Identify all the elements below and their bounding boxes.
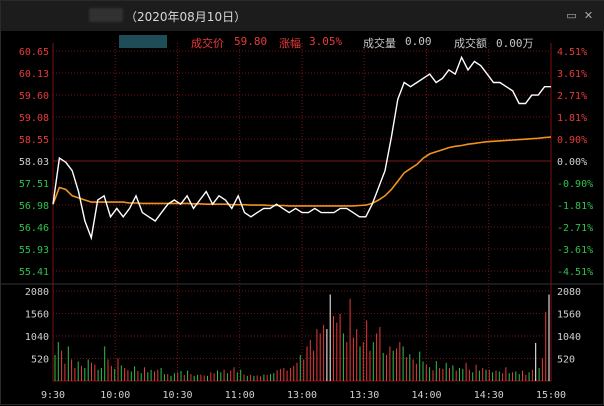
y-right-tick-label: 4.51% — [557, 47, 587, 58]
volume-right-tick-label: 520 — [557, 355, 575, 366]
y-left-tick-label: 60.13 — [19, 69, 49, 80]
y-right-tick-label: 0.90% — [557, 135, 587, 146]
y-right-tick-label: -4.51% — [557, 267, 593, 278]
x-tick-label: 15:00 — [536, 390, 566, 401]
y-left-tick-label: 58.03 — [19, 157, 49, 168]
y-left-tick-label: 55.93 — [19, 245, 49, 256]
y-right-tick-label: -0.90% — [557, 179, 593, 190]
y-left-tick-label: 57.51 — [19, 179, 49, 190]
volume-left-tick-label: 2080 — [25, 287, 49, 298]
y-left-tick-label: 56.46 — [19, 223, 49, 234]
x-tick-label: 11:00 — [225, 390, 255, 401]
x-tick-label: 10:00 — [100, 390, 130, 401]
title-stock-name-blurred — [89, 8, 123, 22]
price-label: 成交价 — [191, 37, 224, 50]
volume-left-tick-label: 1560 — [25, 310, 49, 321]
x-tick-label: 14:00 — [411, 390, 441, 401]
close-icon[interactable]: ✕ — [583, 9, 594, 22]
restore-icon[interactable]: ▭ — [566, 9, 577, 22]
x-tick-label: 13:30 — [349, 390, 379, 401]
x-tick-label: 13:00 — [287, 390, 317, 401]
y-left-tick-label: 58.55 — [19, 135, 49, 146]
amount-value: 0.00万 — [496, 37, 534, 50]
volume-left-tick-label: 1040 — [25, 332, 49, 343]
volume-value: 0.00 — [405, 35, 432, 48]
x-tick-label: 10:30 — [162, 390, 192, 401]
volume-label: 成交量 — [363, 37, 396, 50]
volume-right-tick-label: 1040 — [557, 332, 581, 343]
y-right-tick-label: -1.81% — [557, 201, 593, 212]
amount-label: 成交额 — [454, 37, 487, 50]
average-price-line — [52, 136, 552, 207]
y-left-tick-label: 55.41 — [19, 267, 49, 278]
y-right-tick-label: 0.00% — [557, 157, 587, 168]
price-value: 59.80 — [234, 35, 268, 48]
x-tick-label: 14:30 — [474, 390, 504, 401]
y-left-tick-label: 59.08 — [19, 113, 49, 124]
volume-left-tick-label: 520 — [31, 355, 49, 366]
y-right-tick-label: 3.61% — [557, 69, 587, 80]
change-value: 3.05% — [309, 35, 343, 48]
price-line — [52, 55, 551, 241]
y-left-tick-label: 59.60 — [19, 91, 49, 102]
stock-code-swatch — [119, 35, 167, 48]
y-left-tick-label: 60.65 — [19, 47, 49, 58]
x-tick-label: 9:30 — [41, 390, 65, 401]
y-right-tick-label: 1.81% — [557, 113, 587, 124]
y-right-tick-label: -3.61% — [557, 245, 593, 256]
y-left-tick-label: 56.98 — [19, 201, 49, 212]
y-right-tick-label: 2.71% — [557, 91, 587, 102]
volume-right-tick-label: 1560 — [557, 310, 581, 321]
change-label: 涨幅 — [279, 37, 301, 50]
window-title: （2020年08月10日） — [125, 10, 247, 24]
title-bar[interactable]: （2020年08月10日） ▭ ✕ — [1, 1, 604, 31]
volume-right-tick-label: 2080 — [557, 287, 581, 298]
y-right-tick-label: -2.71% — [557, 223, 593, 234]
